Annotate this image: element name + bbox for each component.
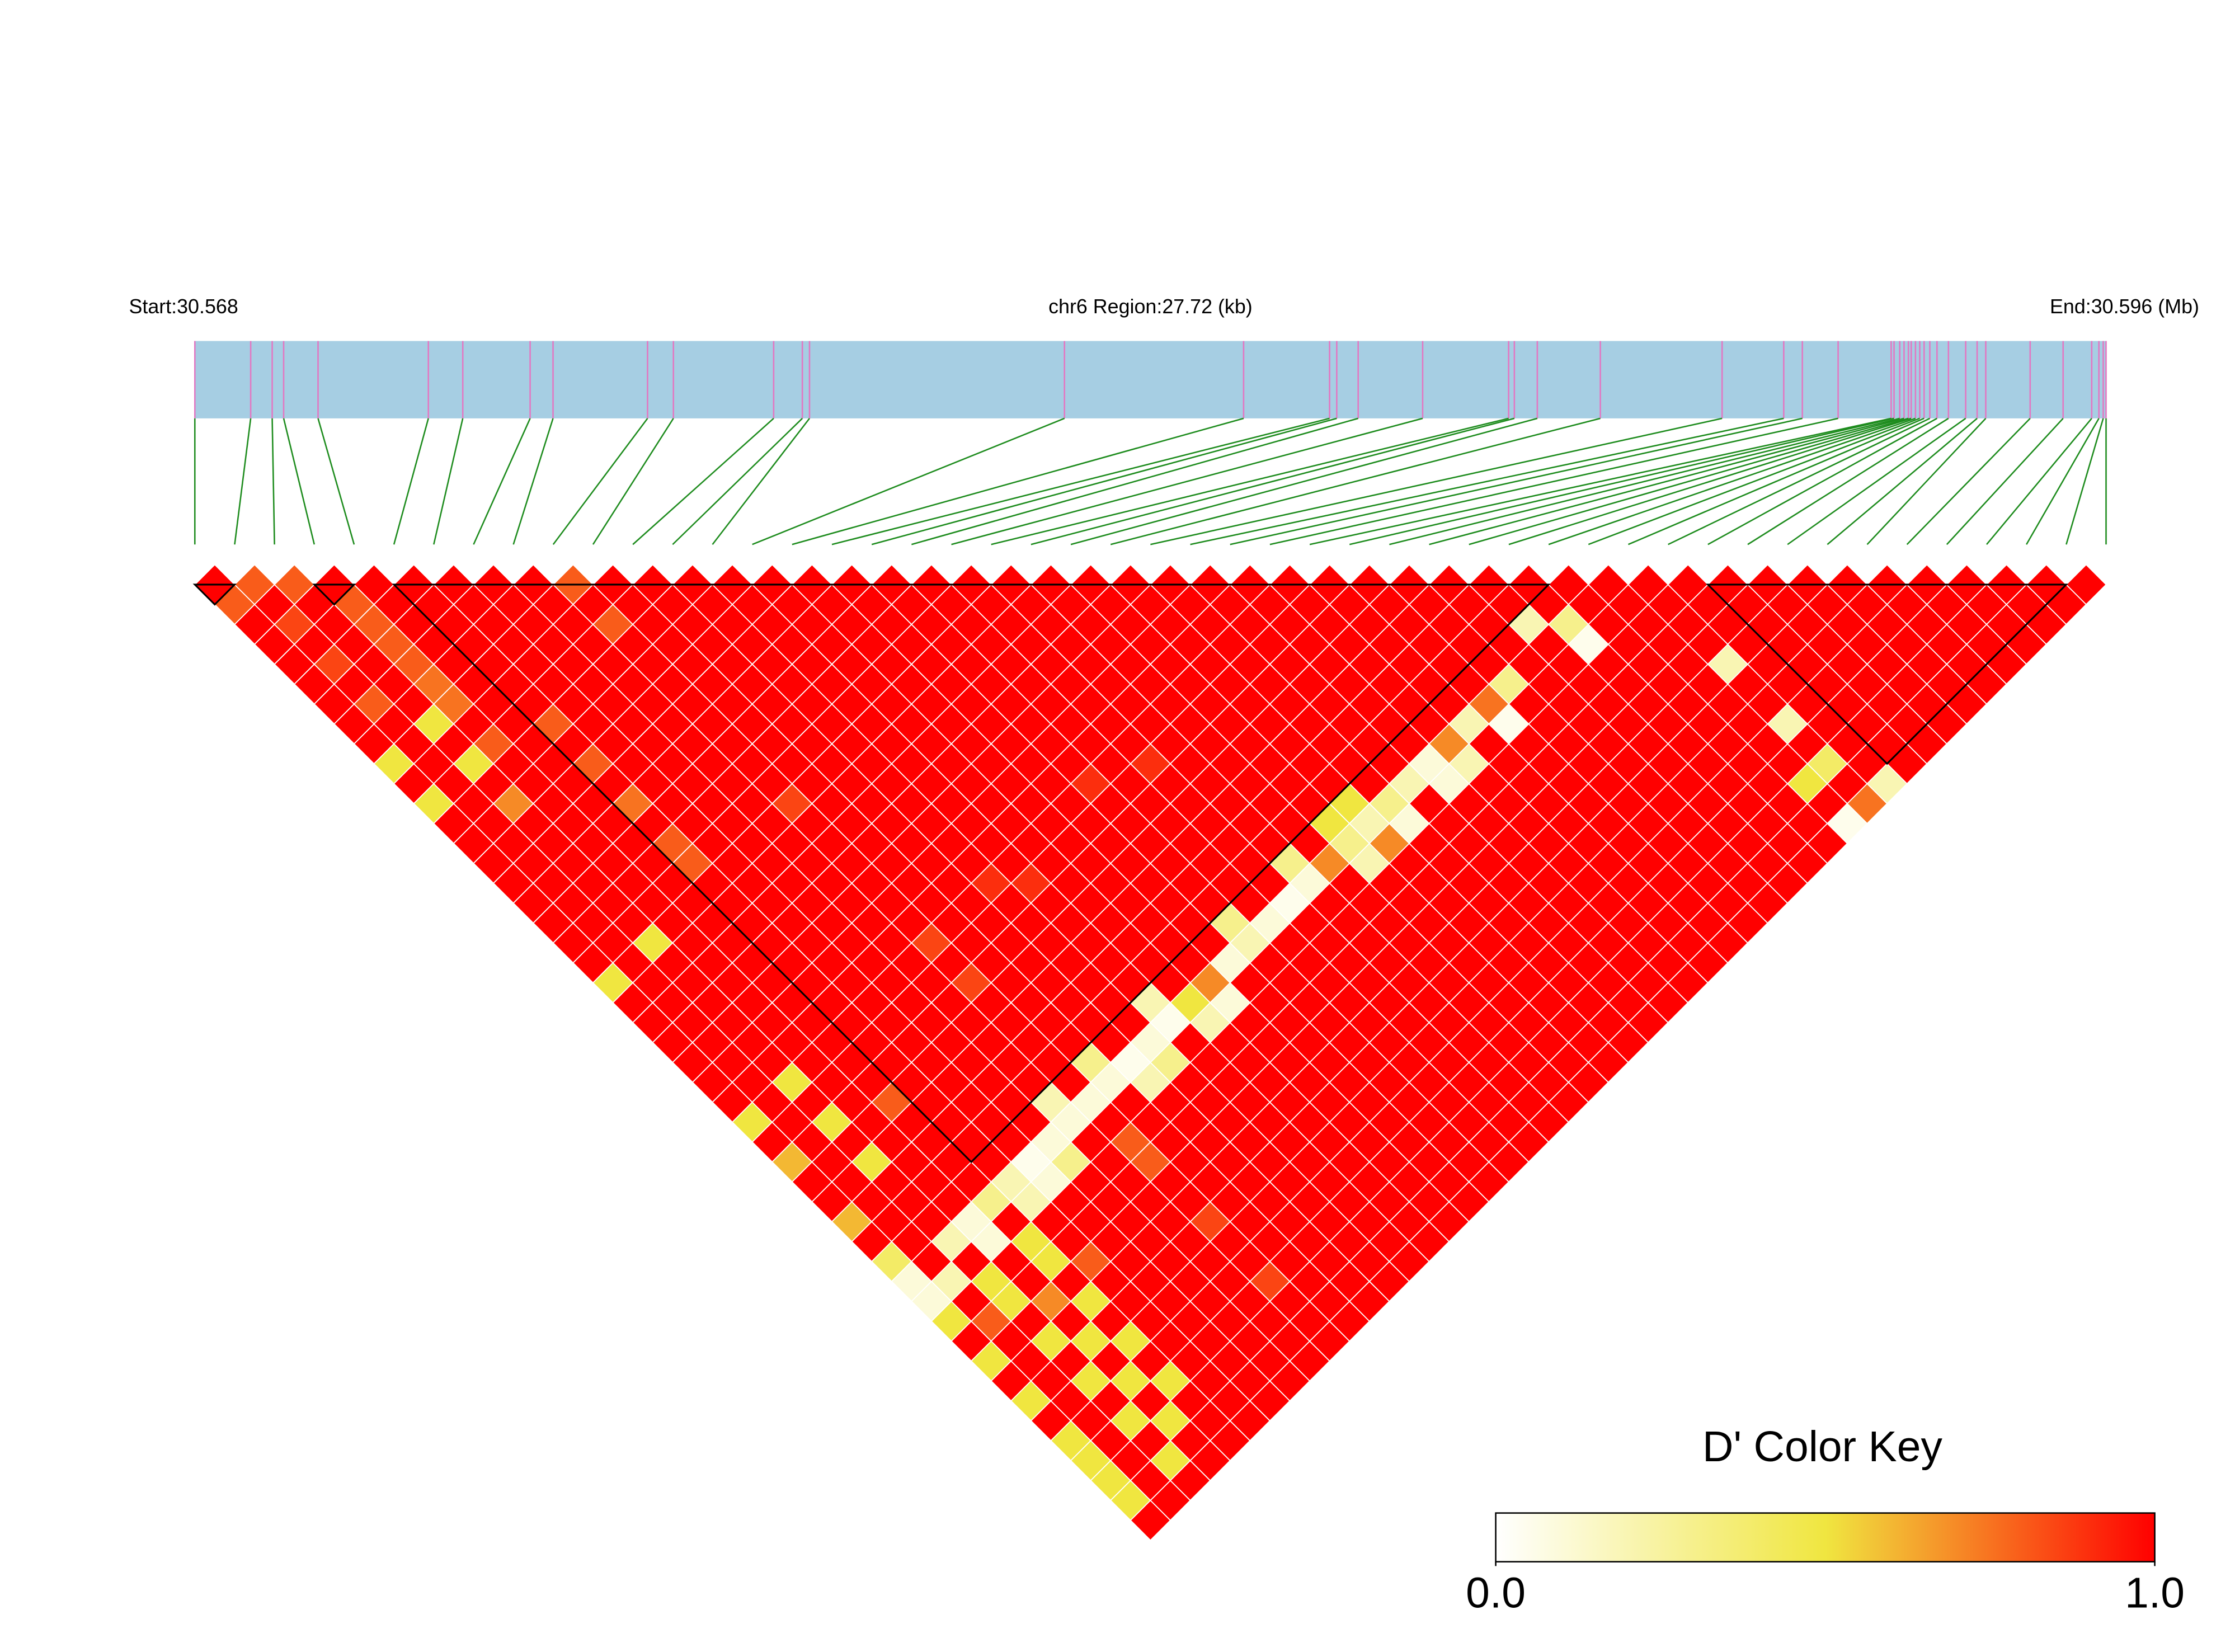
- snp-link-line: [871, 417, 1337, 545]
- region-label: chr6 Region:27.72 (kb): [1048, 295, 1253, 318]
- snp-link-line: [1110, 417, 1601, 545]
- snp-link-line: [1668, 417, 1931, 545]
- snp-link-line: [1230, 417, 1803, 545]
- color-key-title: D' Color Key: [1702, 1423, 1942, 1471]
- snp-link-line: [1031, 417, 1515, 545]
- ld-cell: [2065, 564, 2107, 605]
- snp-link-line: [271, 418, 275, 545]
- snp-link-line: [433, 418, 464, 545]
- snp-link-line: [1070, 417, 1538, 545]
- snp-link-line: [1946, 417, 2064, 545]
- snp-link-line: [951, 417, 1423, 545]
- snp-link-line: [1866, 417, 1987, 545]
- snp-link-line: [1190, 417, 1784, 545]
- snp-link-line: [393, 418, 429, 545]
- color-key-tick-label: 0.0: [1466, 1569, 1526, 1617]
- start-label: Start:30.568: [129, 295, 238, 318]
- ld-block: [312, 583, 356, 606]
- snp-link-line: [1469, 417, 1909, 545]
- ld-block: [192, 583, 237, 606]
- snp-link-line: [1627, 417, 1925, 545]
- snp-link-line: [592, 418, 674, 545]
- snp-link-line: [2065, 418, 2104, 545]
- snp-link-line: [1827, 417, 1978, 545]
- snp-link-line: [1747, 417, 1949, 545]
- end-label: End:30.596 (Mb): [2050, 295, 2199, 318]
- ld-block: [392, 583, 1551, 1164]
- snp-link-line: [911, 417, 1359, 545]
- snp-link-line: [552, 418, 648, 545]
- snp-link-line: [1588, 417, 1920, 545]
- snp-link-line: [1309, 417, 1891, 545]
- snp-link-line: [1150, 417, 1723, 545]
- snp-link-line: [1429, 417, 1904, 545]
- snp-link-line: [1389, 417, 1900, 545]
- snp-link-line: [1906, 417, 2031, 545]
- ld-block: [1706, 583, 2069, 765]
- snp-link-line: [991, 417, 1509, 545]
- snp-link-line: [1548, 417, 1916, 545]
- snp-link-line: [792, 417, 1244, 545]
- snp-link-line: [712, 418, 810, 545]
- gene-bar: [195, 341, 2106, 418]
- snp-link-line: [831, 417, 1330, 545]
- snp-link-line: [2026, 418, 2100, 545]
- snp-link-line: [1269, 417, 1838, 545]
- snp-link-line: [1787, 417, 1966, 545]
- snp-link-line: [234, 418, 252, 545]
- snp-link-line: [1707, 417, 1937, 545]
- snp-link-line: [632, 417, 774, 545]
- snp-link-line: [512, 418, 554, 545]
- snp-link-line: [752, 417, 1065, 545]
- color-key-bar: [1495, 1512, 2156, 1562]
- snp-link-line: [317, 418, 355, 545]
- snp-link-line: [473, 418, 531, 545]
- snp-link-line: [1986, 418, 2092, 545]
- snp-link-line: [1349, 417, 1894, 545]
- color-key-tick-label: 1.0: [2125, 1569, 2185, 1617]
- snp-link-line: [672, 417, 803, 545]
- snp-link-line: [283, 418, 316, 545]
- snp-link-line: [1508, 417, 1912, 545]
